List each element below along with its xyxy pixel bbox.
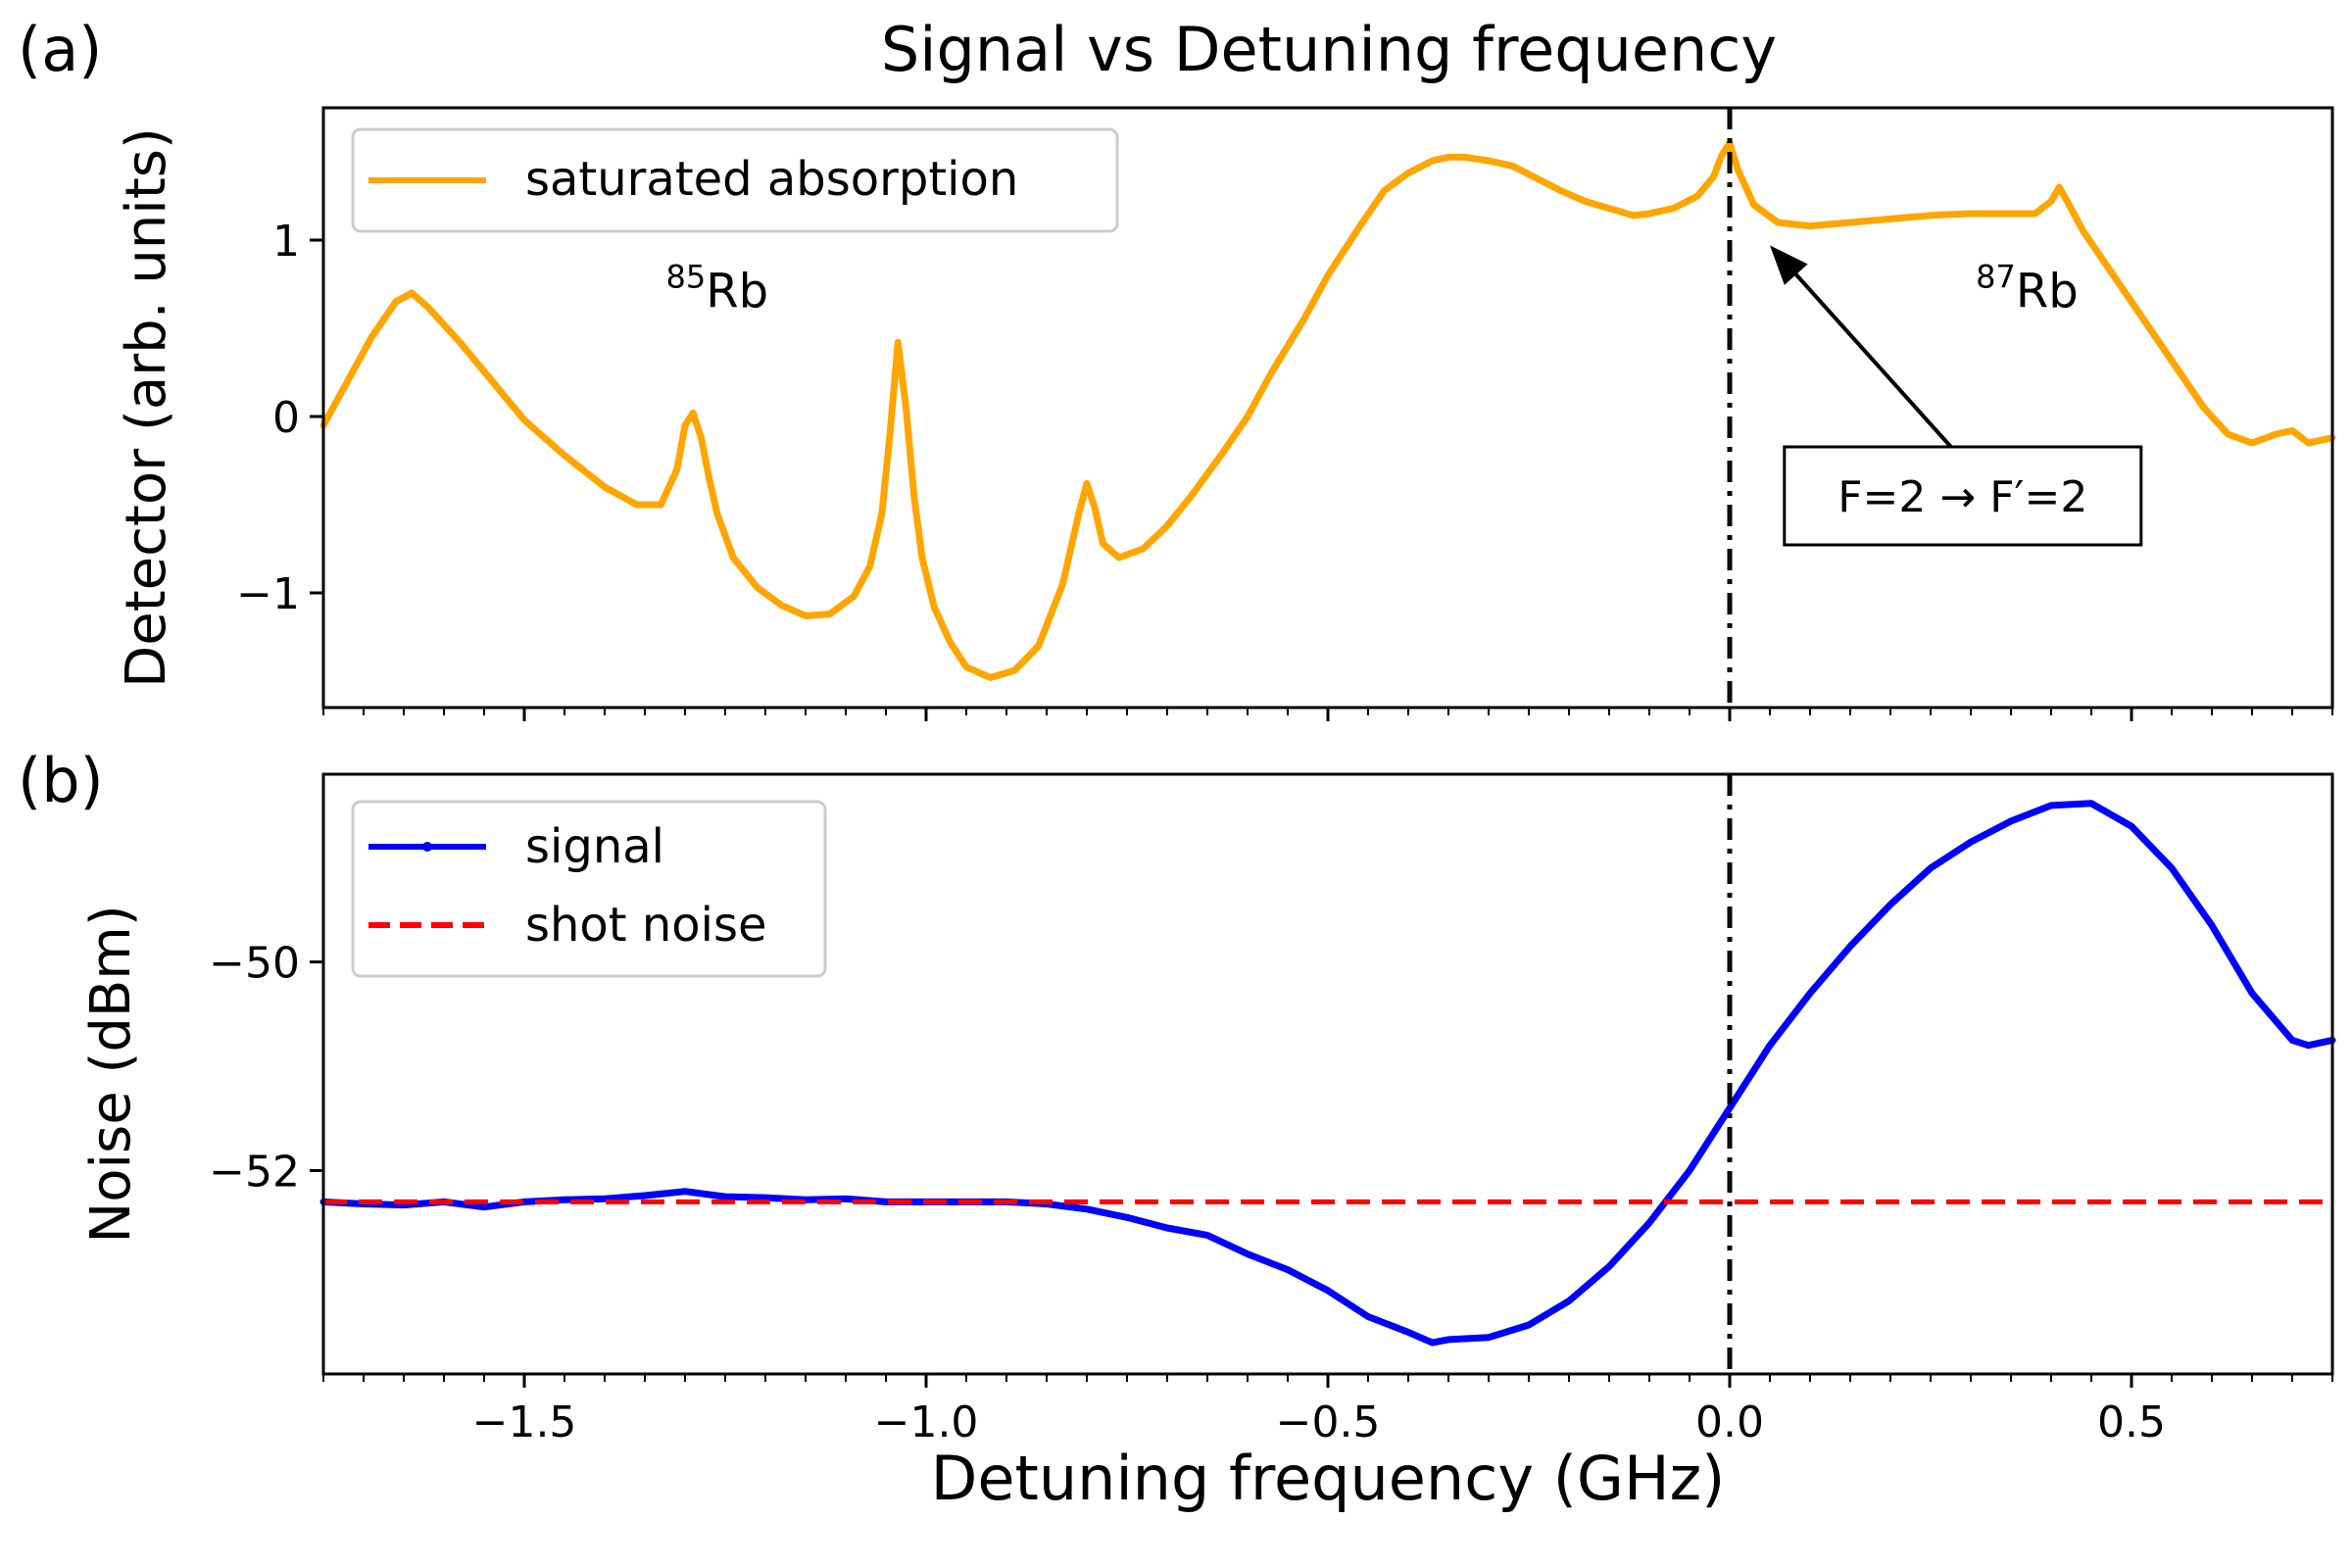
panel-b-frame — [321, 772, 2334, 1376]
panel-b-x-tick-label: 0.0 — [1695, 1397, 1764, 1447]
panel-a-ylabel: Detector (arb. units) — [115, 127, 178, 688]
panel-a-y-tick-label: 1 — [272, 217, 300, 267]
panel-b-x-tick-label: 0.5 — [2097, 1397, 2166, 1447]
chart-title: Signal vs Detuning frequency — [881, 14, 1777, 85]
legend-saturated-absorption-label: saturated absorption — [525, 152, 1018, 207]
panel-a-frame — [321, 106, 2334, 710]
panel-b-x-ticks: −1.5 −1.0 −0.5 0.0 0.5 — [322, 1374, 2333, 1447]
transition-annotation-box — [1783, 445, 2143, 547]
transition-annotation-label: F=2 → F′=2 — [1838, 472, 2087, 522]
panel-b-lines — [319, 774, 2336, 1374]
isotope-element: Rb — [2016, 264, 2079, 318]
transition-arrow-shaft — [1794, 272, 1953, 449]
panel-b-y-tick-label: −50 — [209, 939, 300, 989]
panel-a-y-ticks: −1 0 1 — [236, 217, 323, 619]
panel-label-b: (b) — [18, 745, 104, 816]
transition-arrow-head — [1770, 245, 1808, 285]
legend-signal-marker — [422, 842, 432, 852]
panel-a-lines — [319, 108, 2336, 708]
panel-b-y-tick-label: −52 — [209, 1147, 300, 1197]
panel-a-y-tick-label: 0 — [272, 393, 300, 443]
isotope-mass-number: 85 — [666, 258, 707, 295]
x-axis-label: Detuning frequency (GHz) — [931, 1443, 1726, 1514]
panel-a-legend: saturated absorption — [351, 127, 1119, 233]
panel-a-y-tick-label: −1 — [236, 569, 300, 619]
isotope-element: Rb — [706, 264, 768, 318]
panel-b-x-tick-label: −0.5 — [1276, 1397, 1381, 1447]
panel-b-x-tick-label: −1.5 — [472, 1397, 577, 1447]
panel-b-y-ticks: −52 −50 — [209, 939, 323, 1197]
isotope-mass-number: 87 — [1976, 258, 2016, 295]
panel-b-ylabel: Noise (dBm) — [79, 905, 143, 1243]
series-line-signal — [319, 800, 2336, 1347]
panel-b-legend: signal shot noise — [351, 800, 827, 978]
legend-signal-label: signal — [525, 819, 664, 874]
panel-b-x-tick-label: −1.0 — [874, 1397, 979, 1447]
isotope-label: 87Rb — [1976, 258, 2079, 318]
legend-shot-noise-label: shot noise — [525, 898, 767, 953]
panel-b: −52 −50 −1.5 −1.0 −0.5 0.0 0.5 Noise (dBm) De… — [79, 772, 2336, 1514]
series-line-saturated-absorption — [319, 139, 2336, 681]
isotope-label: 85Rb — [666, 258, 769, 318]
panel-label-a: (a) — [18, 14, 102, 85]
